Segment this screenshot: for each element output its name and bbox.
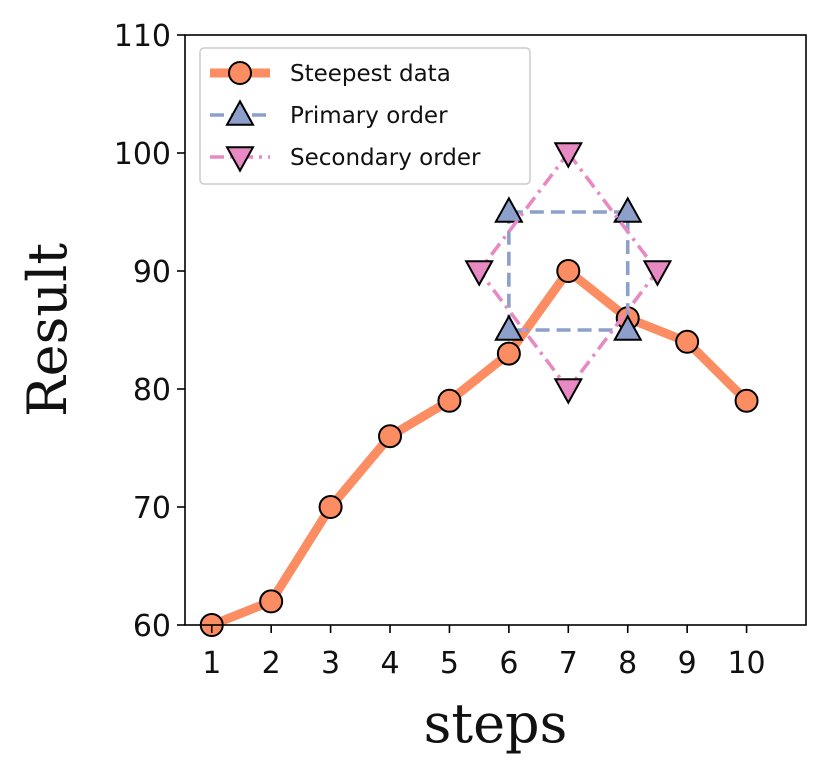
data-point: [675, 329, 700, 354]
x-tick-label: 6: [499, 646, 518, 681]
y-tick-label: 100: [114, 137, 171, 172]
data-point: [642, 260, 673, 287]
y-tick-label: 90: [133, 255, 171, 290]
legend-label: Primary order: [290, 103, 448, 129]
data-point: [553, 378, 583, 405]
data-point: [553, 142, 583, 169]
y-tick-label: 70: [133, 491, 171, 526]
legend-swatch-marker: [225, 146, 255, 173]
x-axis-title: steps: [424, 692, 568, 755]
legend-swatch-marker: [225, 99, 255, 126]
data-point: [437, 388, 462, 413]
data-point: [464, 260, 494, 287]
x-tick-label: 9: [678, 646, 697, 681]
plot-area: [199, 142, 759, 637]
data-point: [259, 589, 284, 614]
data-point: [496, 341, 521, 366]
x-tick-label: 4: [380, 646, 399, 681]
data-point: [613, 314, 643, 341]
x-tick-label: 7: [559, 646, 578, 681]
data-point: [734, 388, 759, 413]
data-point: [556, 259, 581, 283]
series-1: [494, 196, 643, 341]
x-tick-label: 5: [440, 646, 459, 681]
legend-box: [199, 47, 531, 185]
data-point: [494, 314, 524, 341]
series-0: [199, 259, 759, 637]
y-tick-label: 80: [133, 373, 171, 408]
series-2: [464, 142, 673, 405]
legend-entry: Secondary order: [210, 145, 481, 173]
x-tick-label: 2: [262, 646, 281, 681]
y-tick-label: 110: [114, 19, 171, 54]
y-tick-label: 60: [133, 609, 171, 644]
axes-frame: [184, 34, 807, 626]
data-point: [494, 196, 524, 223]
legend: Steepest data Primary order Secondary orde…: [199, 47, 531, 185]
axis-ticks: 1 2 3 4 5 6 7 8 9 10 60 70 80 90 100 110: [114, 19, 766, 681]
legend-entry: Primary order: [210, 99, 448, 129]
data-point: [613, 196, 643, 223]
x-tick-label: 10: [727, 646, 765, 681]
x-tick-label: 1: [202, 646, 221, 681]
legend-label: Secondary order: [290, 145, 481, 171]
series-line: [210, 266, 750, 630]
x-tick-label: 8: [618, 646, 637, 681]
legend-label: Steepest data: [290, 61, 451, 87]
y-axis-title: Result: [16, 243, 79, 417]
data-point: [378, 424, 403, 449]
data-point: [318, 495, 343, 519]
legend-entry: Steepest data: [210, 61, 451, 87]
x-tick-label: 3: [321, 646, 340, 681]
legend-swatch-marker: [228, 61, 252, 85]
